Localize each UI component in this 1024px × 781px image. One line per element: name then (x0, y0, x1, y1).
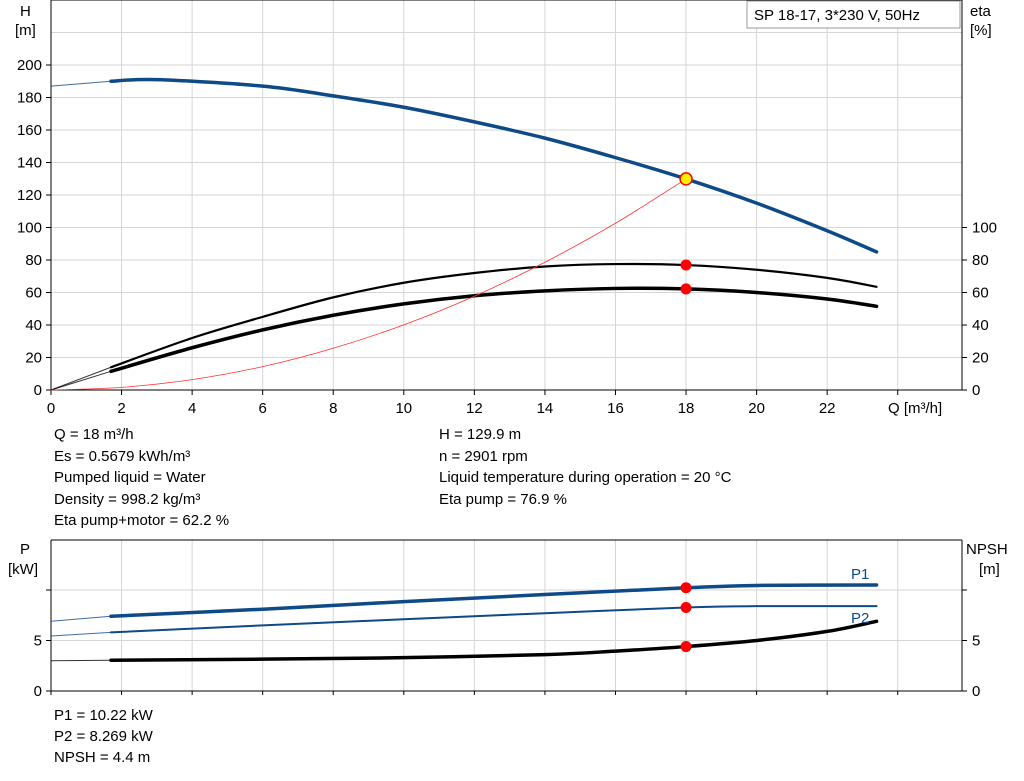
eta_pump_motor-point-marker (680, 283, 692, 295)
P1-point-marker (680, 582, 692, 594)
y-tick-label-right: 40 (972, 317, 989, 334)
x-tick-label: 20 (748, 400, 765, 417)
P2-point-marker (680, 601, 692, 613)
y-tick-label-right: 20 (972, 350, 989, 367)
x-tick-label: 14 (537, 400, 554, 417)
eta_pump_motor-curve (109, 286, 879, 374)
NPSH-point-marker (680, 641, 692, 653)
y-tick-label-right: 80 (972, 252, 989, 269)
x-tick-label: 22 (819, 400, 836, 417)
NPSH-curve (109, 619, 879, 662)
y-tick-label-left: 100 (17, 220, 42, 237)
q-axis-label: Q [m³/h] (888, 400, 942, 417)
result-p2: P2 = 8.269 kW (54, 728, 154, 745)
result-h: H = 129.9 m (439, 426, 521, 443)
result-eta-total: Eta pump+motor = 62.2 % (54, 512, 229, 529)
x-tick-label: 4 (188, 400, 196, 417)
legend-box: SP 18-17, 3*230 V, 50Hz (746, 0, 961, 29)
legend-text: SP 18-17, 3*230 V, 50Hz (754, 7, 920, 24)
eta_pump_motor-extrapolated-line (50, 370, 112, 391)
y-tick-label-left: 40 (25, 317, 42, 334)
head-efficiency-chart: 0 20 40 60 80 100 120 140 160 180 200 0 20 40 60 80 100 0… (17, 0, 997, 417)
y-tick-label-left: 160 (17, 122, 42, 139)
P2-curve (109, 605, 878, 634)
result-temp: Liquid temperature during operation = 20… (439, 469, 732, 486)
head-curve (109, 77, 879, 254)
x-tick-label: 10 (395, 400, 412, 417)
result-p1: P1 = 10.22 kW (54, 707, 154, 724)
result-n: n = 2901 rpm (439, 448, 528, 465)
p-axis-label: P (20, 541, 30, 558)
y-tick-label-left: 0 (34, 382, 42, 399)
y-tick-label-right: 0 (972, 382, 980, 399)
result-eta-pump: Eta pump = 76.9 % (439, 491, 567, 508)
y-tick-label-left: 140 (17, 155, 42, 172)
duty_point-point-marker (679, 172, 693, 186)
y-tick-label-left: 120 (17, 187, 42, 204)
x-tick-label: 8 (329, 400, 337, 417)
x-tick-label: 18 (678, 400, 695, 417)
p-axis-unit: [kW] (8, 561, 38, 578)
x-tick-label: 16 (607, 400, 624, 417)
y-tick-label-left: 0 (34, 683, 42, 700)
result-q: Q = 18 m³/h (54, 426, 134, 443)
P1-curve (109, 583, 879, 619)
npsh-axis-unit: [m] (979, 561, 1000, 578)
eta_pump-extrapolated-line (50, 366, 112, 391)
result-npsh: NPSH = 4.4 m (54, 749, 150, 766)
eta_pump-curve (109, 262, 878, 369)
y-tick-label-right: 5 (972, 633, 980, 650)
npsh-axis-label: NPSH (966, 541, 1008, 558)
NPSH-extrapolated-line (50, 659, 111, 662)
y-tick-label-left: 5 (34, 633, 42, 650)
x-tick-label: 0 (47, 400, 55, 417)
y-tick-label-right: 0 (972, 683, 980, 700)
eta-axis-unit: [%] (970, 22, 992, 39)
h-axis-label: H (20, 3, 31, 20)
y-tick-label-left: 20 (25, 350, 42, 367)
power-npsh-chart: 0 5 0 5 (34, 539, 980, 700)
y-tick-label-right: 100 (972, 220, 997, 237)
eta-axis-label: eta (970, 3, 992, 20)
eta_pump-point-marker (680, 259, 692, 271)
h-axis-unit: [m] (15, 22, 36, 39)
y-tick-label-left: 180 (17, 90, 42, 107)
y-tick-label-left: 80 (25, 252, 42, 269)
head-extrapolated-line (50, 80, 112, 87)
p2-series-label: P2 (851, 610, 869, 627)
x-tick-label: 12 (466, 400, 483, 417)
axis-labels: H [m] eta [%] Q [m³/h] P [kW] NPSH [m] P… (8, 3, 1008, 627)
result-density: Density = 998.2 kg/m³ (54, 491, 200, 508)
system_curve-curve (50, 178, 687, 391)
y-tick-label-left: 60 (25, 285, 42, 302)
x-tick-label: 6 (259, 400, 267, 417)
x-tick-label: 2 (117, 400, 125, 417)
result-liquid: Pumped liquid = Water (54, 469, 206, 486)
results-bottom: P1 = 10.22 kW P2 = 8.269 kW NPSH = 4.4 m (54, 707, 154, 766)
results-top: Q = 18 m³/h Es = 0.5679 kWh/m³ Pumped li… (54, 426, 732, 529)
y-tick-label-left: 200 (17, 57, 42, 74)
P1-extrapolated-line (50, 615, 112, 622)
p1-series-label: P1 (851, 566, 869, 583)
y-tick-label-right: 60 (972, 285, 989, 302)
P2-extrapolated-line (50, 631, 112, 637)
result-es: Es = 0.5679 kWh/m³ (54, 448, 190, 465)
